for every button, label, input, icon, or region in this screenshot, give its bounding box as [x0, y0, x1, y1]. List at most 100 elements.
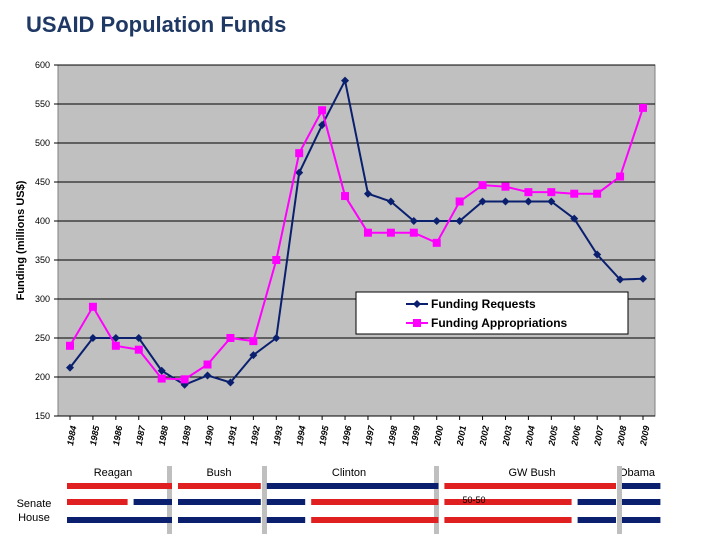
data-point	[386, 197, 395, 206]
data-point	[111, 334, 120, 342]
senate-bar	[311, 499, 439, 505]
house-bar	[311, 517, 439, 523]
data-point	[341, 192, 350, 201]
x-tick-label: 2000	[432, 425, 446, 447]
data-point	[180, 375, 189, 384]
data-point	[318, 106, 327, 115]
data-point	[432, 238, 441, 247]
data-point	[386, 228, 395, 237]
data-point	[295, 149, 304, 158]
x-tick-label: 2008	[615, 425, 629, 447]
x-tick-label: 1995	[317, 424, 330, 446]
plot-background	[57, 64, 656, 417]
senate-bar	[266, 499, 306, 505]
data-point	[66, 363, 74, 372]
x-tick-label: 1992	[248, 425, 261, 446]
x-tick-label: 1990	[203, 425, 216, 446]
data-point	[249, 337, 258, 346]
administration-label: Clinton	[332, 467, 366, 479]
data-point	[226, 378, 235, 387]
presidency-bar	[266, 483, 439, 489]
data-point	[639, 103, 647, 112]
y-tick-label: 500	[35, 138, 50, 148]
data-point	[547, 197, 556, 206]
data-point	[203, 360, 212, 369]
data-point	[134, 334, 143, 342]
x-tick-label: 2006	[569, 424, 583, 447]
data-point	[616, 275, 625, 284]
house-bar	[444, 517, 572, 523]
x-tick-label: 1997	[363, 424, 376, 446]
x-tick-label: 2004	[523, 425, 537, 447]
data-point	[570, 189, 579, 198]
house-bar	[577, 517, 616, 523]
data-point	[363, 189, 372, 198]
x-tick-label: 2005	[546, 424, 560, 447]
house-label: House	[18, 512, 50, 524]
data-point	[478, 197, 487, 206]
data-point	[111, 341, 120, 350]
data-point	[455, 217, 464, 225]
x-tick-label: 1985	[88, 424, 101, 446]
x-tick-label: 2002	[478, 425, 492, 447]
administration-label: Obama	[619, 467, 656, 479]
x-tick-label: 1996	[340, 424, 353, 446]
legend: Funding Requests Funding Appropriations	[355, 291, 629, 335]
data-point	[432, 217, 441, 225]
y-tick-label: 200	[35, 372, 50, 382]
y-tick-label: 300	[35, 294, 50, 304]
x-tick-label: 1999	[409, 425, 422, 446]
legend-box	[355, 291, 629, 335]
data-point	[363, 228, 372, 237]
page-title: USAID Population Funds	[26, 12, 287, 37]
house-bar	[266, 517, 306, 523]
data-point	[341, 76, 350, 85]
data-point	[455, 197, 464, 206]
y-tick-label: 400	[35, 216, 50, 226]
y-axis-label: Funding (millions US$)	[15, 180, 27, 300]
y-tick-label: 250	[35, 333, 50, 343]
x-tick-label: 2003	[500, 425, 514, 447]
administration-label: Reagan	[94, 467, 133, 479]
legend-marker	[413, 319, 421, 327]
senate-annotation: 50-50	[462, 495, 485, 505]
y-tick-label: 450	[35, 177, 50, 187]
plot-area: 150 200 250 300 350 400 450 500 550 600 1984 1985 19…	[15, 60, 656, 447]
x-tick-label: 2001	[455, 425, 469, 447]
senate-bar	[577, 499, 616, 505]
x-tick-label: 1989	[180, 425, 193, 446]
house-bar	[178, 517, 261, 523]
data-point	[409, 217, 418, 225]
era-separator	[262, 466, 267, 534]
x-tick-label: 2007	[592, 424, 606, 447]
data-point	[478, 181, 487, 190]
presidency-bar	[178, 483, 261, 489]
congress-timeline: Senate House 50-50	[17, 483, 661, 524]
house-bar	[622, 517, 661, 523]
house-bar	[67, 517, 172, 523]
era-separator	[617, 466, 622, 534]
y-tick-label: 600	[35, 60, 50, 70]
data-point	[593, 250, 602, 259]
data-point	[272, 256, 281, 264]
administration-label: GW Bush	[508, 467, 555, 479]
legend-label: Funding Requests	[431, 297, 536, 311]
data-point	[134, 345, 143, 354]
y-tick-label: 550	[35, 99, 50, 109]
data-point	[226, 334, 235, 342]
senate-bar	[444, 499, 572, 505]
data-point	[639, 274, 647, 283]
x-tick-label: 1987	[134, 424, 147, 446]
senate-bar	[178, 499, 261, 505]
data-point	[524, 188, 533, 197]
data-point	[409, 228, 418, 237]
data-point	[501, 197, 510, 206]
legend-marker	[413, 300, 421, 308]
administration-label: Bush	[206, 467, 231, 479]
x-tick-label: 1994	[294, 425, 307, 446]
senate-bar	[133, 499, 172, 505]
data-point	[501, 182, 510, 191]
senate-label: Senate	[17, 498, 52, 510]
data-point	[88, 334, 97, 342]
